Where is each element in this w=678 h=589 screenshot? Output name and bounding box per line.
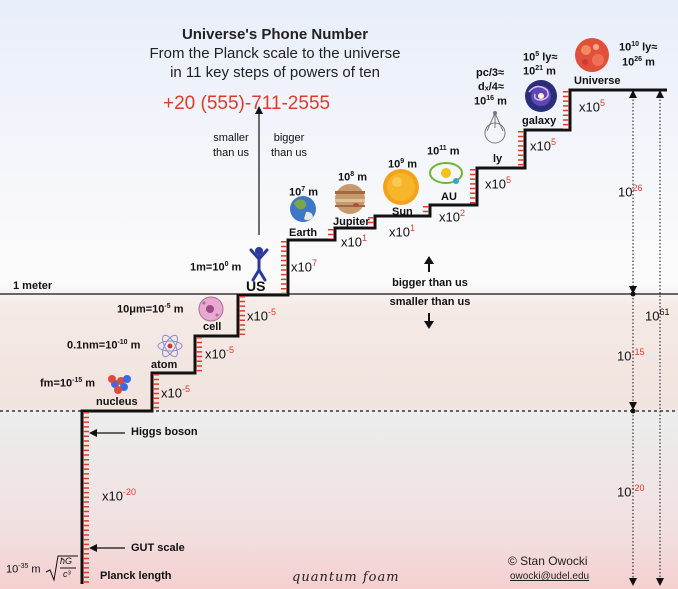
parallax-icon — [484, 111, 506, 144]
meter-label: 1 meter — [13, 280, 53, 292]
stair-rungs — [83, 91, 569, 584]
earth-size: 107 m — [289, 186, 318, 199]
nucleus-icon — [108, 375, 131, 394]
cell-label: cell — [203, 321, 222, 333]
universe-line-1: 1010 ly≈ — [619, 41, 658, 54]
quantum-foam-label: quantum foam — [292, 570, 400, 585]
au-label: AU — [441, 191, 457, 203]
smaller-than-us-label: smaller than us — [212, 132, 250, 159]
cell-size: 10μm=10-5 m — [117, 303, 184, 316]
smaller-than-us-right: smaller than us — [389, 296, 471, 308]
ly-label: ly — [493, 153, 503, 165]
phone-number: +20 (555)-711-2555 — [163, 93, 331, 114]
au-size: 1011 m — [427, 145, 460, 158]
planck-formula-numerator: ħG — [60, 556, 73, 566]
credit-email[interactable]: owocki@udel.edu — [510, 571, 590, 582]
sun-label: Sun — [392, 206, 413, 218]
ly-line-1: pc/3≈ — [476, 67, 505, 79]
atom-label: atom — [151, 359, 178, 371]
scale-up: 1026 — [618, 183, 643, 200]
subtitle-line-2: in 11 key steps of powers of ten — [170, 64, 380, 81]
sun-icon — [383, 169, 419, 205]
nucleus-size: fm=10-15 m — [40, 377, 96, 390]
multiplier-au-ly: x105 — [485, 175, 511, 192]
earth-label: Earth — [289, 227, 318, 239]
bigger-than-us-right: bigger than us — [392, 277, 468, 289]
multiplier-atom-nucleus: x10-5 — [161, 384, 190, 401]
bigger-than-us-label: bigger than us — [270, 132, 308, 159]
us-scale-label: 1m=100 m — [190, 261, 242, 274]
multiplier-sun-au: x102 — [439, 208, 465, 225]
multiplier-us-cell: x10-5 — [247, 307, 276, 324]
cell-icon — [198, 296, 224, 322]
galaxy-icon — [525, 80, 557, 112]
multiplier-ly-galaxy: x105 — [530, 137, 556, 154]
galaxy-label: galaxy — [522, 115, 557, 127]
jupiter-icon — [335, 184, 365, 214]
multiplier-galaxy-universe: x105 — [579, 98, 605, 115]
galaxy-line-1: 105 ly≈ — [523, 51, 558, 64]
planck-formula — [45, 555, 78, 582]
multiplier-us-earth: x107 — [291, 258, 317, 275]
universe-icon — [575, 38, 609, 72]
ly-size: 1016 m — [474, 95, 507, 108]
higgs-label: Higgs boson — [131, 426, 198, 438]
staircase-line — [80, 88, 667, 584]
multiplier-earth-jupiter: x101 — [341, 233, 367, 250]
ly-line-2: dₓ/4≈ — [478, 81, 504, 93]
person-icon — [249, 247, 269, 282]
gut-label: GUT scale — [131, 542, 185, 554]
orbit-icon — [429, 162, 463, 184]
scale-low: 10-20 — [617, 483, 645, 500]
subtitle-line-1: From the Planck scale to the universe — [149, 45, 401, 62]
atom-icon — [157, 334, 183, 358]
planck-length-label: Planck length — [100, 570, 172, 582]
multiplier-nucleus-planck: x10-20 — [102, 487, 136, 504]
us-label: US — [246, 278, 266, 294]
sun-size: 109 m — [388, 158, 417, 171]
universe-label: Universe — [574, 75, 621, 87]
earth-icon — [290, 196, 316, 222]
atom-size: 0.1nm=10-10 m — [67, 339, 141, 352]
planck-value: 10-35 m — [6, 563, 41, 576]
diagram-title: Universe's Phone Number — [181, 26, 369, 43]
planck-formula-denominator: c³ — [63, 569, 71, 579]
scale-mid: 10-15 — [617, 347, 645, 364]
multiplier-cell-atom: x10-5 — [205, 345, 234, 362]
multiplier-jupiter-sun: x101 — [389, 223, 415, 240]
nucleus-label: nucleus — [96, 396, 138, 408]
credit-author: © Stan Owocki — [508, 554, 588, 568]
universe-size: 1026 m — [622, 56, 655, 69]
jupiter-size: 108 m — [338, 171, 367, 184]
jupiter-label: Jupiter — [333, 216, 370, 228]
scale-total: 1061 — [645, 307, 670, 324]
galaxy-size: 1021 m — [523, 65, 556, 78]
